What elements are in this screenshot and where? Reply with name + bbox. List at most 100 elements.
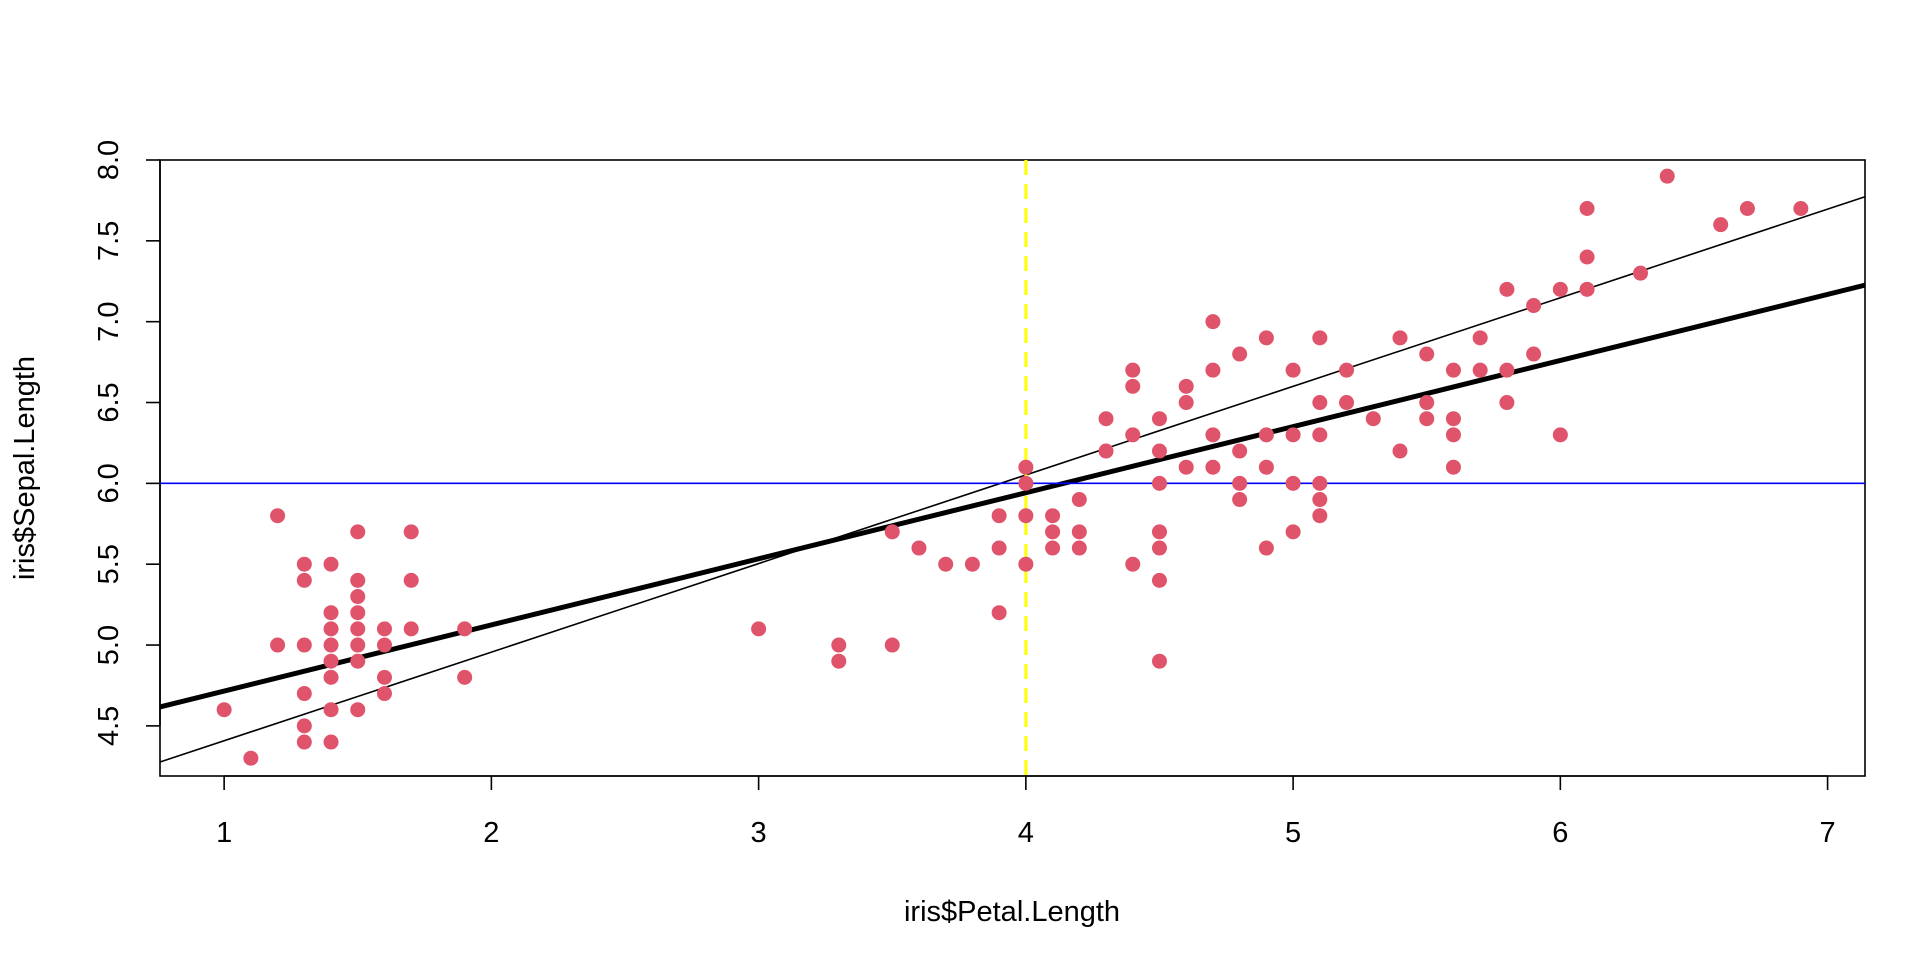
data-point [323, 653, 339, 669]
x-tick-label: 3 [751, 817, 767, 849]
y-axis: 4.5 5.0 5.5 6.0 6.5 7.0 7.5 8.0 [93, 140, 161, 746]
data-point [1633, 265, 1649, 281]
data-point [1526, 346, 1542, 362]
data-point [1285, 427, 1301, 443]
x-tick-label: 1 [216, 817, 232, 849]
data-point [323, 621, 339, 637]
plot-marks [159, 160, 1866, 776]
regression-line-thin [159, 195, 1866, 763]
data-point [350, 524, 366, 540]
data-point [884, 524, 900, 540]
y-tick-label: 5.0 [93, 625, 125, 665]
data-point [1445, 427, 1461, 443]
data-point [1258, 459, 1274, 475]
data-point [296, 734, 312, 750]
data-point [457, 669, 473, 685]
data-point [991, 605, 1007, 621]
data-point [1312, 508, 1328, 524]
data-point [1178, 395, 1194, 411]
data-point [296, 637, 312, 653]
data-point [350, 589, 366, 605]
data-point [1312, 330, 1328, 346]
data-point [1499, 281, 1515, 297]
data-point [1125, 556, 1141, 572]
data-point [1151, 572, 1167, 588]
data-point [1205, 362, 1221, 378]
data-point [1312, 475, 1328, 491]
data-point [1419, 346, 1435, 362]
plot-frame [159, 159, 1866, 777]
data-point [1392, 330, 1408, 346]
data-point [1232, 346, 1248, 362]
data-point [1258, 427, 1274, 443]
data-point [1125, 378, 1141, 394]
data-point [1419, 411, 1435, 427]
data-point [1579, 281, 1595, 297]
data-point [1526, 298, 1542, 314]
data-point [991, 508, 1007, 524]
data-point [1445, 362, 1461, 378]
data-point [1499, 395, 1515, 411]
data-point [323, 556, 339, 572]
x-tick-label: 6 [1552, 817, 1568, 849]
data-point [911, 540, 927, 556]
data-point [1258, 540, 1274, 556]
data-point [1419, 395, 1435, 411]
data-point [1285, 362, 1301, 378]
data-point [1071, 540, 1087, 556]
data-point [884, 637, 900, 653]
data-point [1151, 411, 1167, 427]
data-point [296, 686, 312, 702]
data-point [350, 572, 366, 588]
data-point [323, 734, 339, 750]
y-tick-label: 7.0 [93, 302, 125, 342]
data-point [1151, 653, 1167, 669]
data-point [1258, 330, 1274, 346]
data-point [1445, 411, 1461, 427]
y-tick-label: 5.5 [93, 544, 125, 584]
data-point [1232, 475, 1248, 491]
data-point [1045, 540, 1061, 556]
data-point [1793, 201, 1809, 217]
data-point [1205, 459, 1221, 475]
data-point [296, 718, 312, 734]
data-point [1339, 395, 1355, 411]
data-point [1472, 362, 1488, 378]
data-point [1018, 508, 1034, 524]
data-point [323, 637, 339, 653]
x-tick-label: 7 [1820, 817, 1836, 849]
x-axis-title: iris$Petal.Length [904, 896, 1120, 928]
data-point [350, 605, 366, 621]
data-point [1472, 330, 1488, 346]
data-point [1071, 524, 1087, 540]
data-point [376, 669, 392, 685]
y-tick-label: 6.0 [93, 463, 125, 503]
data-point [350, 702, 366, 718]
data-point [1205, 314, 1221, 330]
data-point [1151, 524, 1167, 540]
data-point [350, 653, 366, 669]
data-point [1285, 475, 1301, 491]
data-point [1739, 201, 1755, 217]
data-point [403, 572, 419, 588]
data-point [323, 605, 339, 621]
x-tick-label: 5 [1285, 817, 1301, 849]
data-point [1151, 475, 1167, 491]
data-point [1499, 362, 1515, 378]
data-point [1312, 395, 1328, 411]
data-point [1205, 427, 1221, 443]
data-point [1365, 411, 1381, 427]
data-point [403, 524, 419, 540]
data-point [376, 621, 392, 637]
data-point [1552, 281, 1568, 297]
data-point [296, 556, 312, 572]
data-point [1018, 459, 1034, 475]
y-tick-label: 7.5 [93, 221, 125, 261]
y-tick-label: 6.5 [93, 382, 125, 422]
data-point [1071, 492, 1087, 508]
data-point [1579, 249, 1595, 265]
y-tick-label: 4.5 [93, 706, 125, 746]
data-point [457, 621, 473, 637]
data-point [1178, 378, 1194, 394]
